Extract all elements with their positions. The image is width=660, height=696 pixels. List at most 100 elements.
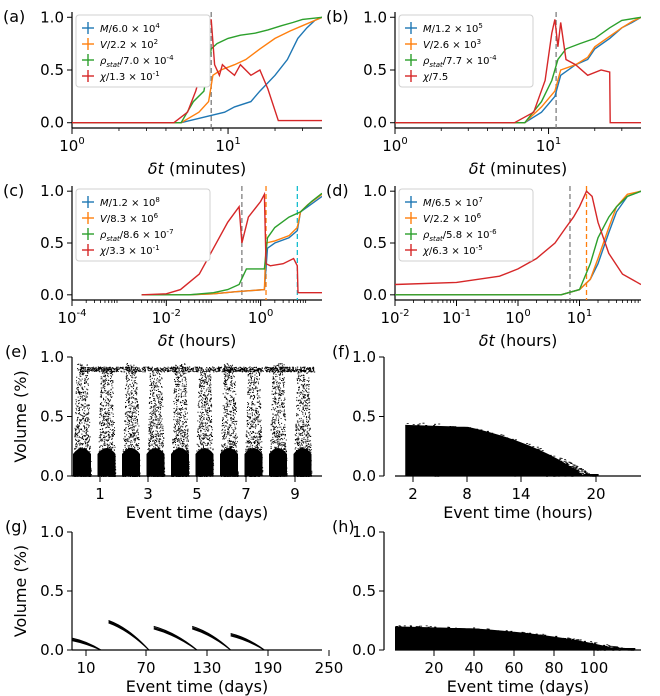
- plot-area: [395, 186, 641, 300]
- panel-b: 0.0 0.5 1.0 100 101 δt (minutes) (b) M/1.2 × 10…: [326, 7, 641, 178]
- y-tick-label: 0.5: [363, 234, 387, 252]
- legend-label: χ/3.3 × 10-1: [99, 244, 160, 257]
- x-tick-label: 100: [59, 136, 84, 155]
- panel-c: 0.0 0.5 1.0 10-4 10-2 100 δt (hours) (c) M/1.2 ×…: [3, 181, 322, 350]
- event-arcs: [71, 619, 265, 651]
- legend-label: χ/7.5: [422, 72, 448, 83]
- legend: M/1.2 × 108 V/8.3 × 106 ρstat/8.6 × 10-7χ/…: [75, 188, 211, 262]
- x-tick-label: 100: [505, 308, 530, 327]
- x-tick-label: 70: [136, 659, 155, 677]
- legend-box: [75, 14, 211, 88]
- x-tick-label: 101: [215, 136, 240, 155]
- x-tick-label: 10-2: [152, 308, 181, 327]
- y-axis-label: Volume (%): [11, 545, 30, 637]
- panel-e: 0.0 0.5 1.0 1 3 5 7 9 Event time (days) Volume (%…: [5, 342, 322, 522]
- panel-label: (a): [3, 7, 25, 26]
- legend-label: ρstat/8.6 × 10-7: [100, 228, 174, 243]
- x-axis-label: Event time (days): [447, 677, 589, 696]
- x-axis-label: Event time (hours): [443, 503, 593, 522]
- panel-label: (g): [5, 517, 28, 536]
- panel-a: 0.0 0.5 1.0 100 101 δt (minutes) (a) M/6.0 × 10…: [3, 7, 322, 178]
- x-tick-label: 190: [254, 659, 283, 677]
- x-axis-label: Event time (days): [126, 503, 268, 522]
- x-tick-label: 60: [504, 659, 523, 677]
- plot-area: [395, 12, 641, 128]
- series-line-v: [72, 16, 322, 124]
- x-tick-label: 100: [382, 136, 407, 155]
- y-tick-label: 0.0: [363, 286, 387, 304]
- y-tick-label: 0.5: [40, 61, 64, 79]
- x-tick-label: 10-4: [57, 308, 86, 327]
- y-tick-label: 1.0: [363, 8, 387, 26]
- y-tick-label: 0.0: [363, 114, 387, 132]
- y-tick-label: 0.5: [363, 61, 387, 79]
- y-tick-label: 0.0: [40, 286, 64, 304]
- x-tick-label: 130: [193, 659, 222, 677]
- legend: M/1.2 × 105 V/2.6 × 103 ρstat/7.7 × 10-4 χ/…: [398, 14, 534, 88]
- x-tick-label: 101: [567, 308, 592, 327]
- legend-label: χ/1.3 × 10-1: [99, 70, 160, 83]
- legend-label: V/2.6 × 103: [423, 38, 481, 51]
- x-tick-label: 7: [241, 485, 251, 503]
- y-tick-label: 1.0: [40, 8, 64, 26]
- x-tick-label: 5: [192, 485, 202, 503]
- legend-label: ρstat/7.7 × 10-4: [423, 54, 497, 69]
- series-line-m: [72, 16, 322, 124]
- x-tick-label: 101: [536, 136, 561, 155]
- event-raster: [71, 619, 265, 651]
- x-tick-label: 14: [511, 485, 530, 503]
- x-tick-label: 100: [580, 659, 609, 677]
- y-tick-label: 0.5: [40, 582, 64, 600]
- legend-label: M/6.5 × 107: [423, 196, 483, 209]
- legend-box: [398, 188, 534, 262]
- series-line-stat: [395, 16, 641, 124]
- legend-label: ρstat/7.0 × 10-4: [100, 54, 174, 69]
- series-line-stat: [395, 190, 641, 296]
- x-axis-label: δt (hours): [479, 331, 558, 350]
- panel-label: (f): [332, 342, 350, 361]
- legend-label: χ/6.3 × 10-5: [422, 244, 483, 257]
- plot-area: [72, 12, 322, 128]
- legend: M/6.5 × 107 V/2.2 × 106 ρstat/5.8 × 10-6χ/…: [398, 188, 534, 262]
- series-line-: [395, 190, 641, 286]
- y-tick-label: 0.0: [40, 467, 64, 485]
- series-line-: [72, 19, 322, 124]
- y-tick-label: 0.5: [352, 582, 376, 600]
- x-tick-label: 10: [76, 659, 95, 677]
- x-tick-label: 10-1: [442, 308, 471, 327]
- y-tick-label: 0.0: [352, 467, 376, 485]
- y-tick-label: 1.0: [352, 348, 376, 366]
- y-axis-label: Volume (%): [11, 370, 30, 462]
- y-tick-label: 0.5: [352, 408, 376, 426]
- x-tick-label: 20: [586, 485, 605, 503]
- legend-label: M/6.0 × 104: [100, 22, 160, 35]
- series-line-v: [395, 16, 641, 124]
- legend-label: V/2.2 × 106: [423, 212, 482, 225]
- x-tick-label: 9: [290, 485, 300, 503]
- x-tick-label: 3: [143, 485, 153, 503]
- y-tick-label: 0.0: [352, 641, 376, 659]
- series-line-: [141, 191, 322, 296]
- panel-label: (e): [5, 342, 27, 361]
- panel-label: (d): [326, 181, 349, 200]
- x-tick-label: 100: [248, 308, 273, 327]
- series-line-: [395, 19, 641, 124]
- legend-box: [398, 14, 534, 88]
- event-marks: [395, 625, 636, 651]
- x-axis-label: δt (minutes): [469, 159, 567, 178]
- legend-label: V/2.2 × 102: [100, 38, 158, 51]
- plot-area: [141, 186, 322, 300]
- legend: M/6.0 × 104 V/2.2 × 102 ρstat/7.0 × 10-4χ/…: [75, 14, 211, 88]
- x-axis-label: δt (hours): [158, 331, 237, 350]
- series-line-stat: [72, 16, 322, 124]
- legend-label: M/1.2 × 108: [100, 196, 160, 209]
- y-tick-label: 0.0: [40, 641, 64, 659]
- y-tick-label: 0.5: [40, 408, 64, 426]
- x-tick-label: 8: [462, 485, 472, 503]
- event-marks: [405, 422, 599, 477]
- y-tick-label: 1.0: [40, 523, 64, 541]
- x-axis-label: δt (minutes): [148, 159, 246, 178]
